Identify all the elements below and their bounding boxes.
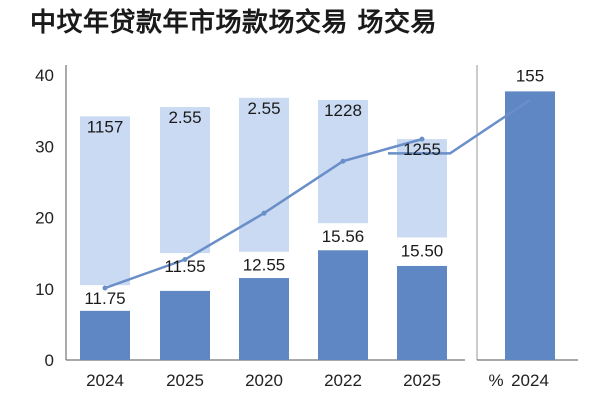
data-label-bottom: 12.55 bbox=[243, 256, 286, 275]
x-tick-label: 2025 bbox=[166, 371, 204, 390]
data-label-top: 2.55 bbox=[247, 99, 280, 118]
x-tick-label: 2022 bbox=[324, 371, 362, 390]
x-tick-label: 2024 bbox=[511, 371, 549, 390]
data-label-bottom: 11.55 bbox=[164, 257, 205, 276]
side-trend-line bbox=[388, 98, 531, 155]
y-tick-label: 30 bbox=[35, 137, 54, 156]
floating-bar bbox=[160, 107, 210, 254]
bar bbox=[239, 278, 289, 360]
y-tick-label: 10 bbox=[35, 280, 54, 299]
x-tick-prefix: % bbox=[488, 371, 503, 390]
line-point bbox=[182, 257, 188, 263]
data-label-top: 2.55 bbox=[168, 108, 201, 127]
x-tick-label: 2025 bbox=[403, 371, 441, 390]
y-tick-label: 0 bbox=[45, 351, 54, 370]
line-point bbox=[340, 158, 346, 164]
data-label-bottom: 15.50 bbox=[401, 241, 444, 260]
line-point bbox=[419, 136, 425, 142]
data-label-top: 1255 bbox=[403, 140, 441, 159]
y-tick-label: 40 bbox=[35, 66, 54, 85]
bar bbox=[397, 265, 447, 360]
line-point bbox=[102, 285, 108, 291]
x-tick-label: 2020 bbox=[245, 371, 283, 390]
x-tick-label: 2024 bbox=[86, 371, 124, 390]
data-label-bottom: 15.56 bbox=[322, 227, 365, 246]
floating-bar bbox=[239, 97, 289, 252]
data-label-side: 155 bbox=[516, 66, 544, 85]
bar bbox=[80, 310, 130, 360]
line-point bbox=[261, 210, 267, 216]
bar bbox=[160, 290, 210, 360]
lines-group bbox=[102, 98, 531, 291]
bars-group bbox=[80, 91, 555, 360]
bar bbox=[318, 250, 368, 360]
data-label-top: 1157 bbox=[87, 117, 124, 136]
floating-bar bbox=[397, 139, 447, 238]
data-label-top: 1228 bbox=[324, 101, 362, 120]
chart-title: 中坟年贷款年市场款场交易 场交易 bbox=[30, 8, 438, 38]
axes-group: 0 10 20 30 40 2024 2025 2020 2022 2025% 2024 bbox=[35, 65, 578, 390]
y-tick-label: 20 bbox=[35, 209, 54, 228]
data-label-bottom: 11.75 bbox=[84, 289, 125, 308]
labels-group: 1157 2.55 2.55 1228 1255 11.75 11.55 12.55 15.56… bbox=[84, 66, 544, 308]
side-bar bbox=[505, 91, 555, 360]
floating-bar bbox=[80, 116, 130, 286]
